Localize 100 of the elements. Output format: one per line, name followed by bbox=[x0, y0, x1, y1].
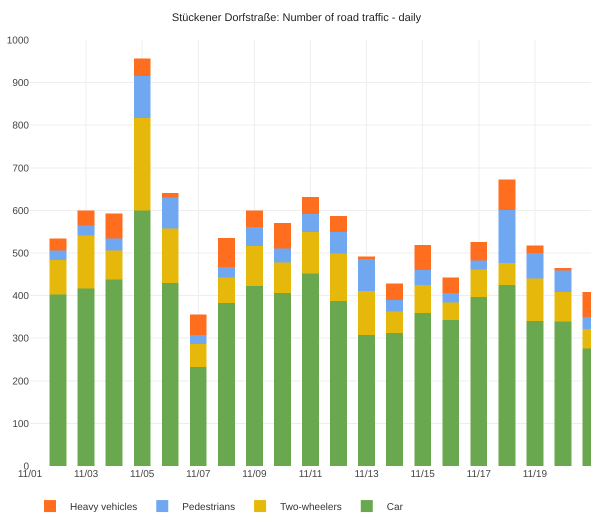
bar bbox=[386, 333, 404, 466]
bar bbox=[218, 278, 235, 303]
bar bbox=[302, 232, 319, 274]
bar bbox=[246, 246, 263, 286]
bar bbox=[246, 286, 263, 466]
bar bbox=[470, 260, 488, 270]
bar bbox=[134, 210, 151, 466]
bar bbox=[386, 283, 404, 300]
bar bbox=[274, 223, 291, 248]
y-tick-label: 300 bbox=[12, 334, 30, 345]
bar bbox=[554, 270, 572, 292]
bar bbox=[470, 242, 488, 261]
bar bbox=[302, 214, 319, 232]
bar bbox=[498, 284, 516, 466]
bar bbox=[50, 260, 66, 294]
bar bbox=[106, 238, 123, 250]
legend-label: Car bbox=[386, 502, 404, 513]
y-tick-label: 700 bbox=[12, 163, 30, 174]
bar bbox=[358, 290, 376, 335]
bar bbox=[50, 250, 66, 260]
bar bbox=[190, 367, 207, 466]
bar bbox=[106, 250, 123, 280]
bar bbox=[330, 232, 347, 254]
y-tick-label: 1000 bbox=[6, 36, 30, 46]
bar bbox=[78, 210, 95, 226]
bar bbox=[106, 213, 123, 239]
bar bbox=[302, 273, 319, 466]
y-tick-label: 900 bbox=[12, 78, 30, 90]
bar bbox=[526, 253, 544, 279]
bar bbox=[190, 344, 207, 368]
bar bbox=[554, 268, 572, 270]
bar bbox=[498, 262, 516, 285]
bar bbox=[78, 288, 95, 466]
x-tick-label: 11/05 bbox=[130, 469, 155, 480]
x-tick-label: 11/17 bbox=[466, 469, 492, 480]
bar bbox=[302, 196, 319, 214]
y-tick-label: 600 bbox=[12, 206, 30, 217]
x-tick-label: 11/13 bbox=[354, 469, 380, 480]
bar bbox=[246, 227, 263, 246]
bar bbox=[554, 322, 572, 466]
bar bbox=[134, 76, 151, 118]
bar bbox=[218, 267, 235, 278]
bar bbox=[526, 245, 544, 253]
bar bbox=[330, 301, 347, 466]
bar bbox=[78, 226, 95, 236]
bar bbox=[218, 238, 235, 268]
bar bbox=[386, 311, 404, 334]
x-tick-label: 11/11 bbox=[298, 469, 323, 480]
bar bbox=[78, 236, 95, 288]
bar bbox=[274, 248, 291, 262]
bar bbox=[162, 228, 179, 283]
bar bbox=[358, 334, 376, 466]
bar bbox=[330, 253, 347, 302]
bar bbox=[414, 284, 432, 314]
bar bbox=[442, 320, 460, 466]
bar bbox=[358, 258, 376, 291]
x-tick-label: 11/07 bbox=[186, 469, 211, 480]
x-tick-label: 11/19 bbox=[522, 469, 548, 480]
bar bbox=[414, 313, 432, 466]
bar bbox=[526, 278, 544, 322]
bar bbox=[162, 198, 179, 228]
bar bbox=[414, 270, 432, 285]
chart-title: Stückener Dorfstraße: Number of road traffic - daily bbox=[172, 12, 422, 24]
y-tick-label: 800 bbox=[12, 120, 30, 132]
bar bbox=[50, 238, 66, 250]
legend-label: Heavy vehicles bbox=[70, 502, 138, 513]
legend-label: Two-wheelers bbox=[280, 502, 342, 513]
x-tick-label: 11/03 bbox=[74, 469, 99, 480]
bar bbox=[218, 302, 235, 466]
x-tick-label: 11/09 bbox=[242, 469, 267, 480]
y-tick-label: 400 bbox=[12, 291, 30, 302]
y-tick-label: 500 bbox=[12, 248, 30, 260]
bar bbox=[386, 300, 404, 312]
legend-label: Pedestrians bbox=[182, 502, 236, 513]
x-tick-label: 11/15 bbox=[410, 469, 436, 480]
bar bbox=[134, 58, 151, 76]
bar bbox=[554, 292, 572, 322]
bar bbox=[274, 293, 291, 466]
bar bbox=[498, 210, 516, 263]
bar bbox=[190, 314, 207, 335]
bar bbox=[50, 294, 66, 466]
bar bbox=[274, 262, 291, 294]
bar bbox=[442, 293, 460, 302]
bar bbox=[134, 118, 151, 210]
bar bbox=[442, 302, 460, 320]
y-tick-label: 100 bbox=[12, 418, 30, 430]
bar bbox=[470, 270, 488, 297]
bar bbox=[190, 334, 207, 344]
bar bbox=[442, 277, 460, 294]
bar bbox=[106, 279, 123, 466]
x-tick-label: 11/01 bbox=[18, 469, 43, 480]
bar bbox=[330, 216, 347, 232]
bar bbox=[498, 179, 516, 210]
bar bbox=[162, 192, 179, 198]
bar bbox=[526, 321, 544, 466]
bar bbox=[246, 210, 263, 228]
bar bbox=[358, 256, 376, 259]
y-tick-label: 200 bbox=[12, 376, 30, 388]
bar bbox=[470, 296, 488, 466]
bar bbox=[414, 244, 432, 270]
